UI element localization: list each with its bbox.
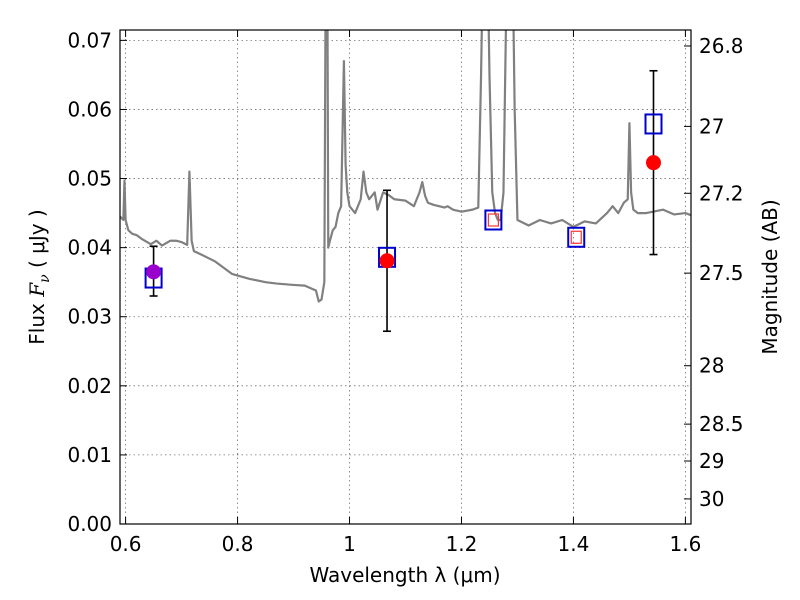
y-tick-label: 0.04 — [67, 236, 112, 260]
x-tick-label: 0.8 — [222, 532, 254, 556]
y-tick-label: 0.00 — [67, 512, 112, 536]
y2-tick-label: 27.5 — [699, 261, 744, 285]
y2-tick-label: 27 — [699, 114, 724, 138]
y-tick-label: 0.06 — [67, 97, 112, 121]
y-tick-label: 0.01 — [67, 443, 112, 467]
grid — [120, 30, 691, 525]
y2-tick-label: 29 — [699, 449, 724, 473]
x-tick-label: 1.6 — [669, 532, 701, 556]
x-tick-label: 1 — [343, 532, 356, 556]
y-axis-label-prefix: Flux — [25, 297, 49, 345]
x-tick-label: 1.4 — [558, 532, 590, 556]
y-axis-label-suffix: ( μJy ) — [25, 209, 49, 274]
y-tick-label: 0.07 — [67, 28, 112, 52]
observed-point — [379, 253, 395, 269]
y-tick-label: 0.03 — [67, 305, 112, 329]
model-photometry-square — [644, 113, 663, 135]
observed-point — [146, 264, 162, 280]
x-tick-label: 1.2 — [446, 532, 478, 556]
y-tick-label: 0.05 — [67, 167, 112, 191]
observed-point — [645, 155, 661, 171]
y2-tick-label: 28.5 — [699, 412, 744, 436]
observed-point — [487, 213, 499, 227]
y2-tick-label: 28 — [699, 354, 724, 378]
x-axis-label: Wavelength λ (μm) — [309, 563, 500, 587]
model-photometry-square — [567, 226, 586, 248]
x-tick-label: 0.6 — [110, 532, 142, 556]
y2-tick-label: 27.2 — [699, 181, 744, 205]
y-axis-label: Flux Fν ( μJy ) — [25, 209, 53, 344]
y2-tick-label: 30 — [699, 487, 724, 511]
y2-tick-label: 26.8 — [699, 34, 744, 58]
y-axis-label-symbol: F — [25, 282, 49, 298]
model-spectrum-line — [120, 30, 691, 303]
markers — [144, 69, 663, 333]
y2-axis-label: Magnitude (AB) — [758, 199, 782, 354]
observed-point — [570, 230, 582, 244]
axes: 0.6 0.8 1 1.2 1.4 1.6 0.00 0.01 0.02 0.03 0.04 0.05… — [67, 28, 743, 556]
y-tick-label: 0.02 — [67, 374, 112, 398]
model-photometry-square — [484, 209, 503, 231]
plot-frame — [119, 29, 692, 525]
plot-area — [120, 30, 691, 303]
y-axis-label-subscript: ν — [37, 274, 53, 283]
